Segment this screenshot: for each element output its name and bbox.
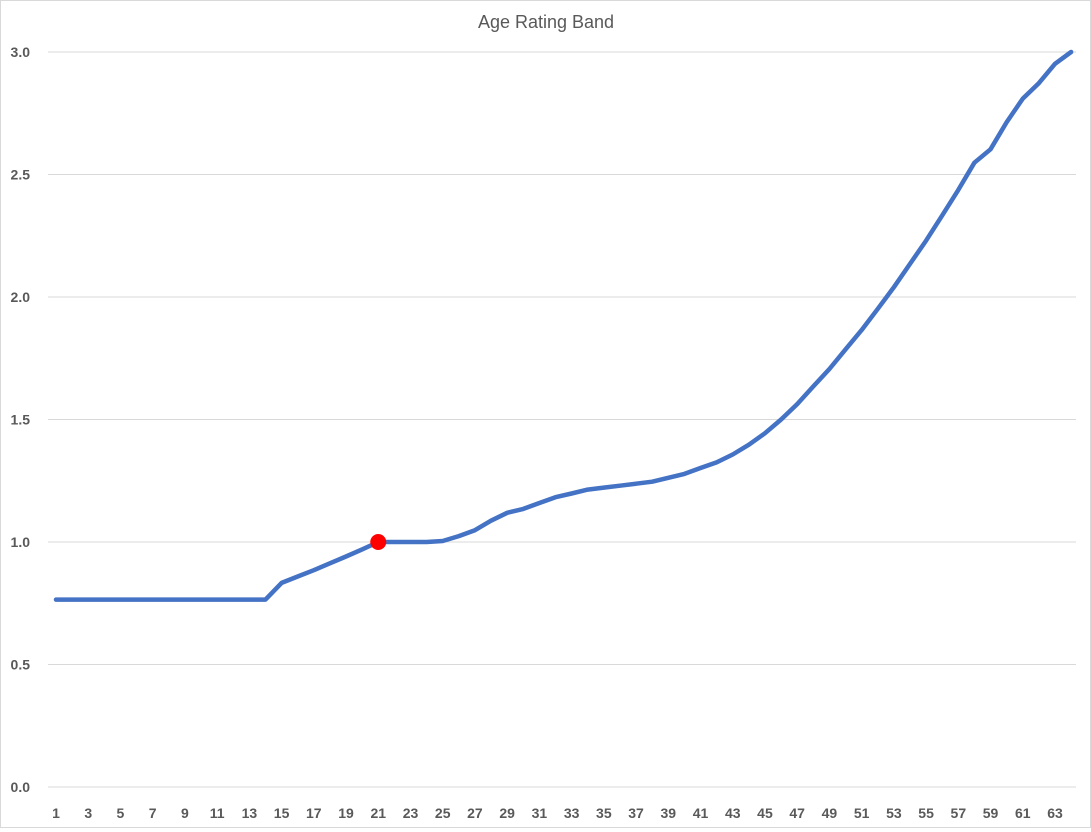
y-tick-label: 1.5 bbox=[11, 412, 31, 428]
x-tick-label: 21 bbox=[370, 805, 386, 821]
x-tick-label: 51 bbox=[854, 805, 870, 821]
x-tick-label: 53 bbox=[886, 805, 902, 821]
x-tick-label: 5 bbox=[117, 805, 125, 821]
x-tick-label: 11 bbox=[210, 805, 225, 821]
x-tick-label: 39 bbox=[661, 805, 677, 821]
highlight-marker bbox=[370, 534, 387, 550]
x-tick-label: 49 bbox=[822, 805, 838, 821]
x-tick-label: 23 bbox=[403, 805, 419, 821]
x-tick-label: 1 bbox=[52, 805, 60, 821]
y-tick-label: 2.5 bbox=[11, 167, 31, 183]
x-tick-label: 13 bbox=[242, 805, 258, 821]
x-tick-label: 41 bbox=[693, 805, 709, 821]
x-tick-label: 15 bbox=[274, 805, 290, 821]
x-tick-label: 33 bbox=[564, 805, 580, 821]
x-tick-label: 9 bbox=[181, 805, 189, 821]
y-tick-label: 2.0 bbox=[11, 289, 31, 305]
y-tick-label: 3.0 bbox=[11, 44, 31, 60]
x-tick-label: 31 bbox=[532, 805, 548, 821]
x-tick-label: 43 bbox=[725, 805, 741, 821]
x-tick-label: 45 bbox=[757, 805, 773, 821]
x-tick-label: 57 bbox=[951, 805, 967, 821]
x-tick-label: 63 bbox=[1047, 805, 1063, 821]
x-tick-label: 3 bbox=[84, 805, 92, 821]
x-tick-label: 47 bbox=[789, 805, 805, 821]
x-tick-label: 17 bbox=[306, 805, 322, 821]
y-tick-label: 0.0 bbox=[11, 779, 31, 795]
x-tick-label: 7 bbox=[149, 805, 157, 821]
y-tick-label: 0.5 bbox=[11, 657, 31, 673]
x-tick-label: 35 bbox=[596, 805, 612, 821]
y-tick-label: 1.0 bbox=[11, 534, 31, 550]
x-tick-label: 37 bbox=[628, 805, 644, 821]
x-tick-label: 19 bbox=[338, 805, 354, 821]
x-tick-label: 27 bbox=[467, 805, 483, 821]
x-tick-label: 61 bbox=[1015, 805, 1031, 821]
x-tick-label: 59 bbox=[983, 805, 999, 821]
x-tick-label: 25 bbox=[435, 805, 451, 821]
chart-title: Age Rating Band bbox=[478, 12, 614, 32]
x-tick-label: 29 bbox=[499, 805, 515, 821]
series-line bbox=[53, 49, 1074, 602]
x-tick-label: 55 bbox=[918, 805, 934, 821]
